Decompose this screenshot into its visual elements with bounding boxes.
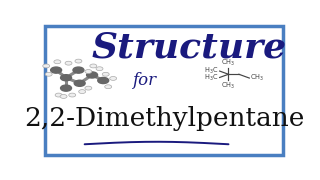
Circle shape [87, 72, 98, 78]
Circle shape [98, 77, 109, 84]
Circle shape [60, 85, 71, 91]
Text: CH$_3$: CH$_3$ [221, 81, 236, 91]
Text: H$_3$C: H$_3$C [204, 66, 219, 76]
Circle shape [55, 93, 62, 97]
Circle shape [51, 67, 61, 73]
Circle shape [60, 94, 67, 98]
Circle shape [60, 75, 71, 81]
Circle shape [75, 59, 82, 63]
Circle shape [79, 90, 86, 94]
Circle shape [45, 72, 52, 76]
Circle shape [65, 61, 72, 65]
Text: Structure: Structure [91, 31, 286, 65]
Text: for: for [132, 72, 156, 89]
Circle shape [69, 93, 76, 97]
Circle shape [85, 69, 92, 73]
Circle shape [96, 67, 103, 71]
Circle shape [85, 86, 92, 90]
Circle shape [90, 64, 97, 68]
Circle shape [102, 72, 109, 76]
Text: CH$_3$: CH$_3$ [221, 58, 236, 68]
Circle shape [110, 76, 116, 80]
Circle shape [105, 85, 112, 89]
Text: CH$_3$: CH$_3$ [250, 73, 264, 84]
Text: H$_3$C: H$_3$C [204, 73, 219, 83]
Text: 2,2-Dimethylpentane: 2,2-Dimethylpentane [24, 106, 304, 131]
FancyBboxPatch shape [45, 26, 283, 155]
Circle shape [43, 64, 50, 68]
Circle shape [74, 80, 85, 86]
Circle shape [54, 60, 61, 64]
Circle shape [73, 67, 84, 73]
